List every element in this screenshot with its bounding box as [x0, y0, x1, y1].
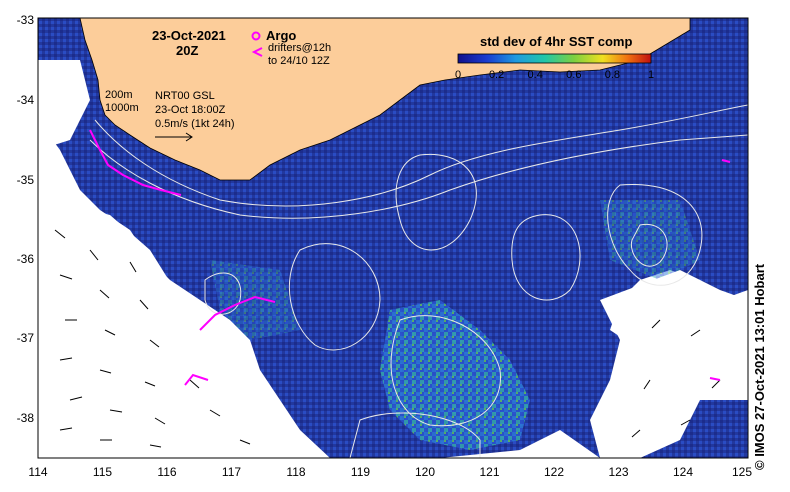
latitude-axis: -33 -34 -35 -36 -37 -38 [17, 13, 35, 425]
bathymetry-contours [89, 104, 748, 458]
drifter-icon [251, 47, 263, 57]
colorbar-tick: 0.2 [489, 69, 504, 81]
no-data-region-east [590, 270, 748, 458]
vector-scale-arrow-icon [155, 132, 193, 142]
variance-patch-east [600, 200, 700, 280]
depth-label-1000: 1000m [105, 102, 139, 114]
lon-tick: 117 [222, 465, 241, 479]
colorbar-gradient [457, 53, 652, 64]
lon-tick: 114 [28, 465, 47, 479]
lon-tick: 122 [544, 465, 564, 479]
lon-tick: 118 [286, 465, 305, 479]
depth-label-200: 200m [105, 89, 133, 101]
lon-tick: 116 [157, 465, 176, 479]
lon-tick: 119 [351, 465, 370, 479]
vector-scale-label: 0.5m/s (1kt 24h) [155, 118, 234, 130]
lat-tick: -34 [17, 93, 35, 107]
lon-tick: 124 [673, 465, 693, 479]
lon-tick: 115 [93, 465, 112, 479]
time-label: 20Z [176, 43, 198, 58]
lon-tick: 123 [608, 465, 628, 479]
lon-tick: 121 [479, 465, 499, 479]
date-label: 23-Oct-2021 [152, 28, 226, 43]
current-vectors [54, 229, 721, 448]
vector-time-label: 23-Oct 18:00Z [155, 104, 226, 116]
drifter-time-label: to 24/10 12Z [268, 55, 330, 67]
colorbar: std dev of 4hr SST comp 0 0.2 0.4 0.6 0.… [455, 34, 654, 81]
vector-source-label: NRT00 GSL [155, 90, 215, 102]
colorbar-tick: 0.4 [528, 69, 543, 81]
high-variance-zone [380, 300, 530, 450]
colorbar-tick: 1 [648, 69, 654, 81]
colorbar-title: std dev of 4hr SST comp [480, 34, 632, 49]
variance-patch-west [210, 260, 300, 340]
colorbar-tick: 0.8 [605, 69, 620, 81]
colorbar-tick: 0 [455, 69, 461, 81]
lat-tick: -37 [17, 331, 35, 345]
no-data-region-west [38, 200, 320, 458]
drifter-label: drifters@12h [268, 42, 331, 54]
argo-icon [251, 31, 261, 41]
drifter-tracks [89, 129, 731, 386]
lon-tick: 125 [732, 465, 752, 479]
lon-tick: 120 [415, 465, 435, 479]
plot-frame [37, 17, 749, 459]
no-data-region-north [38, 60, 90, 150]
credit-text: © IMOS 27-Oct-2021 13:01 Hobart [752, 263, 767, 470]
argo-label: Argo [266, 28, 296, 43]
lat-tick: -33 [17, 13, 35, 27]
longitude-axis: 114 115 116 117 118 119 120 121 122 123 … [28, 465, 752, 479]
lat-tick: -35 [17, 173, 35, 187]
colorbar-tick: 0.6 [566, 69, 581, 81]
lat-tick: -36 [17, 252, 35, 266]
lat-tick: -38 [17, 411, 35, 425]
